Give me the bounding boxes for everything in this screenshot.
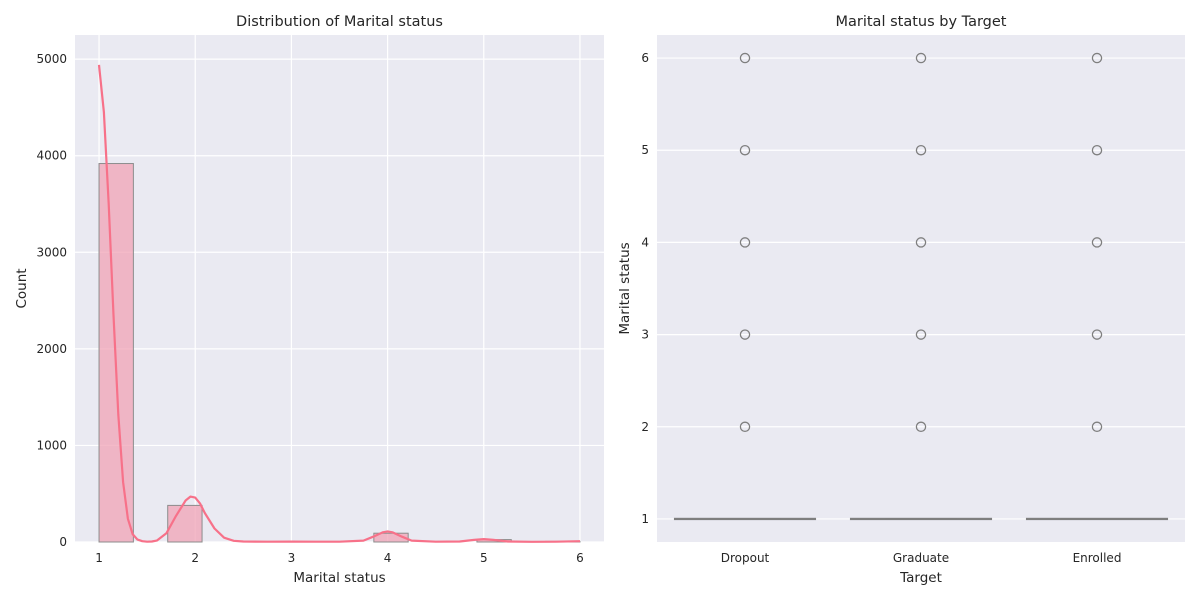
x-tick-label: 3 (288, 551, 296, 565)
y-tick-label: 5000 (36, 52, 67, 66)
outlier-point (1091, 144, 1103, 156)
histogram-title: Distribution of Marital status (236, 14, 443, 30)
y-tick-label: 0 (59, 535, 67, 549)
histogram-grid (75, 35, 604, 543)
y-tick-label: 3 (641, 328, 649, 342)
outlier-point (1091, 52, 1103, 64)
y-tick-label: 1 (641, 512, 649, 526)
boxplot-plot-area (657, 35, 1185, 542)
outlier-point (915, 237, 927, 248)
x-tick-label: Graduate (893, 551, 949, 565)
y-tick-label: 2 (641, 420, 649, 434)
kde-line (97, 64, 581, 543)
boxplot-title: Marital status by Target (835, 14, 1006, 30)
outlier-point (1091, 237, 1103, 248)
histogram-panel: 1 2 3 4 5 6 0 1000 2000 3000 4000 5000 Distribution… (14, 14, 604, 586)
outlier-point (915, 329, 927, 340)
boxplot-marks (673, 52, 1169, 521)
y-tick-label: 1000 (36, 438, 67, 452)
y-tick-label: 6 (641, 51, 649, 65)
boxplot-x-label: Target (899, 570, 942, 586)
outlier-point (1091, 421, 1103, 433)
histogram-bar (167, 504, 203, 543)
outlier-point (915, 421, 927, 433)
histogram-plot-area (75, 35, 604, 542)
outlier-point (739, 329, 751, 340)
outlier-point (739, 144, 751, 156)
histogram-tick-labels: 1 2 3 4 5 6 0 1000 2000 3000 4000 5000 (36, 52, 583, 565)
x-tick-label: 6 (576, 551, 584, 565)
histogram-x-label: Marital status (293, 570, 385, 586)
x-tick-label: 5 (480, 551, 488, 565)
outlier-point (739, 421, 751, 433)
x-tick-label: 1 (95, 551, 103, 565)
x-tick-label: 2 (191, 551, 199, 565)
x-tick-label: Dropout (721, 551, 770, 565)
y-tick-label: 4 (641, 235, 649, 249)
x-tick-label: 4 (384, 551, 392, 565)
histogram-y-label: Count (14, 268, 30, 308)
outlier-point (739, 237, 751, 248)
boxplot-y-label: Marital status (617, 242, 633, 334)
boxplot-tick-labels: 1 2 3 4 5 6 Dropout Graduate Enrolled (641, 51, 1121, 565)
outlier-point (739, 52, 751, 64)
y-tick-label: 3000 (36, 245, 67, 259)
y-tick-label: 4000 (36, 149, 67, 163)
y-tick-label: 2000 (36, 342, 67, 356)
outlier-point (915, 52, 927, 64)
outlier-point (915, 144, 927, 156)
boxplot-panel: 1 2 3 4 5 6 Dropout Graduate Enrolled Marital st… (617, 14, 1185, 586)
x-tick-label: Enrolled (1073, 551, 1122, 565)
y-tick-label: 5 (641, 143, 649, 157)
outlier-point (1091, 329, 1103, 340)
